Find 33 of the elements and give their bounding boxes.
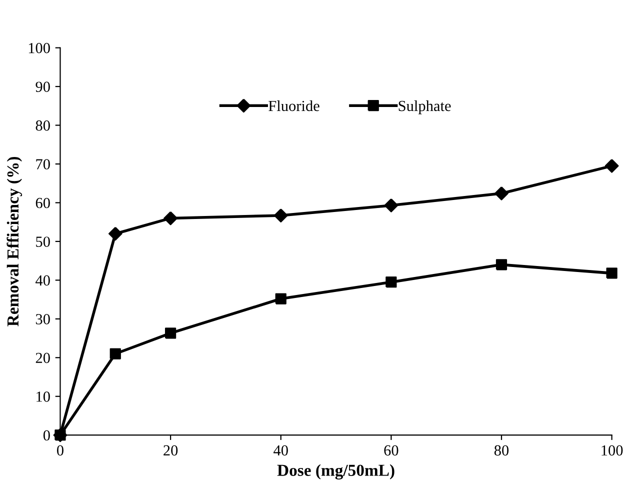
point	[164, 211, 178, 226]
x-axis-title: Dose (mg/50mL)	[277, 464, 394, 480]
y-tick-label: 30	[36, 314, 50, 324]
point	[384, 198, 398, 212]
x-tick-label: 80	[494, 445, 509, 456]
y-tick-label: 20	[36, 352, 50, 364]
point	[494, 186, 508, 200]
y-tick-label: 10	[36, 392, 50, 402]
y-tick-label: 40	[36, 275, 50, 286]
x-tick-label: 0	[56, 445, 64, 456]
legend-label: Sulphate	[398, 100, 451, 114]
x-tick-label: 100	[602, 445, 623, 456]
point	[606, 268, 618, 279]
x-tick-label: 60	[384, 445, 398, 456]
y-tick-label: 50	[36, 236, 50, 247]
point	[274, 208, 288, 222]
y-axis-title: Removal Efficiency (%)	[6, 157, 22, 326]
y-tick-label: 70	[36, 159, 50, 170]
y-tick-label: 60	[36, 198, 50, 208]
point	[110, 348, 121, 360]
point	[386, 276, 397, 288]
y-tick-label: 80	[36, 120, 50, 131]
x-tick-label: 40	[274, 445, 288, 456]
legend-label: Fluoride	[268, 100, 320, 112]
point	[604, 158, 619, 173]
point	[275, 293, 286, 304]
y-tick-label: 90	[36, 82, 50, 92]
point	[164, 328, 176, 339]
y-tick-label: 0	[43, 430, 50, 441]
point	[496, 259, 508, 270]
y-tick-label: 100	[28, 42, 50, 54]
point	[108, 226, 122, 241]
x-tick-label: 20	[164, 445, 178, 456]
